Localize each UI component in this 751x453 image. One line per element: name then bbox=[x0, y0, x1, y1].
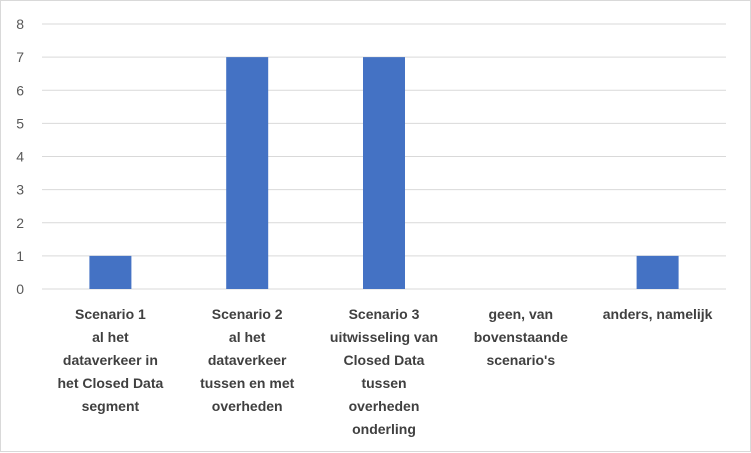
y-tick-label: 0 bbox=[16, 281, 24, 297]
x-category-label-line: Closed Data bbox=[344, 352, 425, 368]
x-category-label-line: dataverkeer bbox=[208, 352, 287, 368]
x-category-label-3: Scenario 3 uitwisseling van Closed Data tus… bbox=[330, 306, 438, 437]
y-tick-label: 1 bbox=[16, 248, 24, 264]
y-tick-label: 7 bbox=[16, 49, 24, 65]
bar-5 bbox=[636, 255, 679, 289]
x-category-label-line: al het bbox=[229, 329, 266, 345]
x-category-label-line: geen, van bbox=[489, 306, 554, 322]
x-category-label-line: het Closed Data bbox=[57, 375, 163, 391]
y-tick-label: 4 bbox=[16, 149, 24, 165]
bar-2 bbox=[226, 57, 269, 289]
bars bbox=[89, 57, 679, 289]
y-axis-ticks: 0 1 2 3 4 5 6 7 8 bbox=[16, 16, 24, 297]
x-axis-labels: Scenario 1 al het dataverkeer in het Closed… bbox=[57, 306, 712, 437]
x-category-label-line: Scenario 2 bbox=[212, 306, 283, 322]
x-category-label-line: overheden bbox=[349, 398, 420, 414]
bar-3 bbox=[363, 57, 405, 289]
y-tick-label: 8 bbox=[16, 16, 24, 32]
x-category-label-line: tussen en met bbox=[200, 375, 294, 391]
y-tick-label: 2 bbox=[16, 215, 24, 231]
x-category-label-line: Scenario 1 bbox=[75, 306, 146, 322]
x-category-label-line: overheden bbox=[212, 398, 283, 414]
x-category-label-line: al het bbox=[92, 329, 129, 345]
bar-1 bbox=[89, 255, 132, 289]
x-category-label-line: bovenstaande bbox=[474, 329, 568, 345]
x-category-label-line: tussen bbox=[361, 375, 406, 391]
x-category-label-line: onderling bbox=[352, 421, 416, 437]
x-category-label-line: scenario's bbox=[486, 352, 555, 368]
x-category-label-5: anders, namelijk bbox=[603, 306, 713, 322]
x-category-label-4: geen, van bovenstaande scenario's bbox=[474, 306, 568, 368]
x-category-label-line: dataverkeer in bbox=[63, 352, 158, 368]
x-category-label-line: segment bbox=[82, 398, 140, 414]
y-tick-label: 3 bbox=[16, 182, 24, 198]
x-category-label-2: Scenario 2 al het dataverkeer tussen en met… bbox=[200, 306, 294, 414]
y-tick-label: 5 bbox=[16, 115, 24, 131]
x-category-label-line: Scenario 3 bbox=[349, 306, 420, 322]
y-tick-label: 6 bbox=[16, 82, 24, 98]
x-category-label-1: Scenario 1 al het dataverkeer in het Closed… bbox=[57, 306, 163, 414]
x-category-label-line: uitwisseling van bbox=[330, 329, 438, 345]
x-category-label-line: anders, namelijk bbox=[603, 306, 713, 322]
